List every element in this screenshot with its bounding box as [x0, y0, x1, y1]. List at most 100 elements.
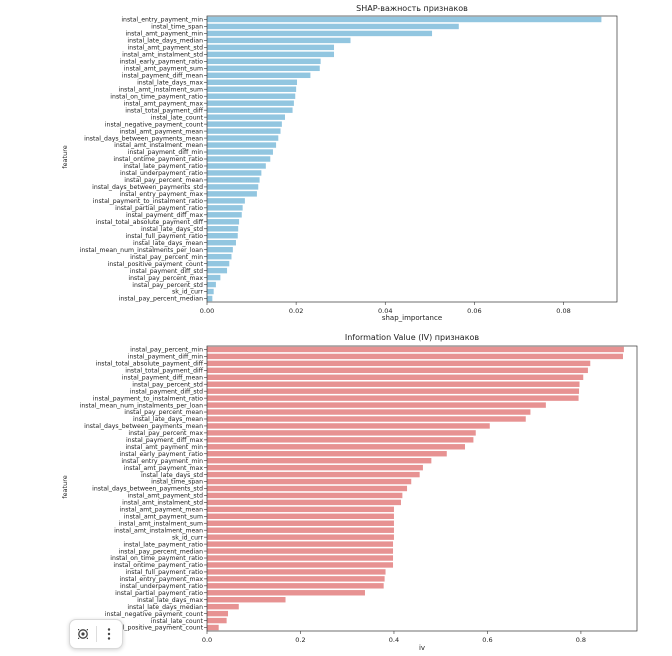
- floating-toolbar: [69, 619, 123, 649]
- shap-bar: [207, 184, 259, 190]
- shap-category-label: instal_payment_to_instalment_ratio: [93, 198, 203, 205]
- iv-category-label: instal_late_days_mean: [133, 416, 203, 423]
- shap-bar: [207, 274, 221, 281]
- shap-category-label: instal_payment_diff_min: [128, 149, 203, 156]
- shap-category-label: instal_late_count: [151, 114, 204, 121]
- shap-bar: [207, 128, 281, 134]
- iv-category-label: instal_time_span: [151, 479, 203, 486]
- iv-xtick-label: 0.2: [295, 636, 305, 644]
- iv-category-label: instal_mean_num_instalments_per_loan: [80, 402, 203, 409]
- shap-bar: [207, 267, 228, 274]
- shap-category-label: instal_amt_instalment_mean: [114, 142, 203, 149]
- iv-category-label: instal_total_payment_diff: [125, 368, 203, 375]
- shap-category-label: instal_days_between_payments_mean: [84, 135, 203, 142]
- iv-category-label: instal_underpayment_ratio: [120, 583, 203, 590]
- more-options-button[interactable]: [97, 620, 123, 648]
- iv-category-label: instal_late_days_std: [141, 472, 203, 479]
- shap-bar: [207, 86, 297, 92]
- shap-bar: [207, 16, 602, 23]
- iv-category-label: instal_pay_percent_mean: [124, 409, 203, 416]
- iv-bar: [207, 603, 239, 610]
- shap-bar: [207, 288, 214, 295]
- shap-bar: [207, 253, 232, 260]
- shap-category-label: instal_pay_percent_mean: [124, 177, 203, 184]
- toolbar-divider: [95, 626, 97, 642]
- iv-category-label: instal_payment_diff_std: [130, 388, 203, 395]
- iv-xtick-label: 0.4: [389, 636, 399, 644]
- shap-category-label: instal_payment_diff_std: [130, 268, 203, 275]
- shap-category-label: instal_pay_percent_std: [132, 282, 203, 289]
- iv-bar: [207, 478, 412, 485]
- iv-category-label: instal_amt_payment_std: [128, 493, 204, 500]
- iv-bar: [207, 610, 229, 617]
- chart1-xlabel: shap_importance: [382, 314, 442, 322]
- iv-bar: [207, 506, 394, 513]
- iv-category-label: instal_late_days_median: [127, 604, 203, 611]
- shap-bar: [207, 30, 433, 37]
- iv-category-label: instal_amt_instalment_mean: [114, 527, 203, 534]
- shap-category-label: instal_amt_payment_mean: [120, 128, 204, 135]
- iv-category-label: instal_days_between_payments_mean: [84, 423, 203, 430]
- iv-bar: [207, 520, 394, 526]
- shap-category-label: instal_partial_payment_ratio: [115, 205, 203, 212]
- shap-bar: [207, 226, 239, 232]
- shap-category-label: instal_late_days_max: [137, 79, 203, 86]
- iv-bar: [207, 464, 423, 471]
- iv-category-label: instal_total_absolute_payment_diff: [96, 361, 204, 368]
- shap-xtick-label: 0.08: [556, 307, 570, 315]
- iv-bar: [207, 346, 624, 353]
- iv-category-label: sk_id_curr: [172, 534, 203, 541]
- shap-bar: [207, 23, 459, 30]
- iv-bar: [207, 569, 386, 575]
- iv-bar: [207, 388, 580, 394]
- shap-category-label: instal_pay_percent_max: [128, 275, 203, 282]
- shap-category-label: instal_late_days_std: [141, 226, 203, 233]
- iv-bar: [207, 353, 623, 360]
- chart2-title: Information Value (IV) признаков: [345, 333, 480, 342]
- shap-bar: [207, 191, 257, 197]
- iv-bar: [207, 360, 591, 367]
- iv-category-label: instal_amt_payment_max: [124, 465, 204, 472]
- iv-category-label: instal_days_between_payments_std: [92, 486, 203, 493]
- iv-category-label: instal_partial_payment_ratio: [115, 590, 203, 597]
- shap-bar: [207, 135, 279, 141]
- iv-xtick-label: 0.8: [576, 636, 586, 644]
- iv-bar: [207, 451, 447, 457]
- iv-bar: [207, 423, 490, 429]
- shap-category-label: instal_on_time_payment_ratio: [110, 93, 203, 100]
- lens-button[interactable]: [70, 620, 96, 648]
- shap-category-label: instal_late_payment_ratio: [123, 163, 203, 170]
- shap-category-label: instal_amt_instalment_sum: [119, 86, 203, 93]
- shap-axes-frame: [206, 15, 618, 303]
- shap-xtick-label: 0.04: [378, 307, 392, 315]
- iv-bar: [207, 617, 227, 624]
- iv-bar: [207, 562, 394, 568]
- iv-bar: [207, 471, 420, 478]
- iv-axes-frame: [206, 345, 638, 632]
- iv-category-label: instal_entry_payment_max: [120, 576, 204, 583]
- shap-category-label: instal_amt_payment_std: [128, 45, 204, 52]
- shap-bar: [207, 246, 233, 253]
- shap-bar: [207, 72, 311, 79]
- shap-category-label: instal_pay_percent_min: [130, 254, 203, 261]
- shap-bar: [207, 281, 216, 288]
- shap-bar: [207, 198, 245, 204]
- iv-category-label: instal_pay_percent_min: [130, 347, 203, 354]
- shap-category-label: instal_full_payment_ratio: [126, 233, 204, 240]
- shap-bar: [207, 233, 238, 239]
- shap-category-label: instal_total_absolute_payment_diff: [96, 219, 204, 226]
- shap-bar: [207, 51, 335, 58]
- chart1-ylabel: feature: [61, 145, 69, 168]
- shap-bar: [207, 114, 285, 120]
- shap-importance-chart: instal_entry_payment_mininstal_time_span…: [80, 15, 618, 315]
- iv-bar: [207, 402, 546, 408]
- shap-category-label: instal_payment_diff_mean: [122, 72, 203, 79]
- shap-category-label: instal_mean_num_instalments_per_loan: [80, 247, 203, 254]
- shap-category-label: instal_total_payment_diff: [125, 107, 203, 114]
- shap-bar: [207, 295, 213, 302]
- information-value-chart: instal_pay_percent_min instal_payment_dif…: [80, 345, 638, 644]
- shap-bar: [207, 156, 271, 162]
- shap-category-label: instal_days_between_payments_std: [92, 184, 203, 191]
- chart1-title: SHAP-важность признаков: [356, 4, 468, 13]
